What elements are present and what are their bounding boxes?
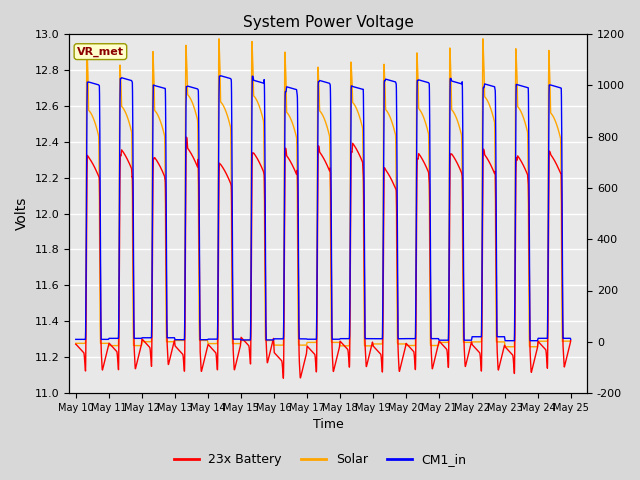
Y-axis label: Volts: Volts	[15, 197, 29, 230]
Title: System Power Voltage: System Power Voltage	[243, 15, 413, 30]
Text: VR_met: VR_met	[77, 47, 124, 57]
X-axis label: Time: Time	[313, 419, 344, 432]
Legend: 23x Battery, Solar, CM1_in: 23x Battery, Solar, CM1_in	[168, 448, 472, 471]
